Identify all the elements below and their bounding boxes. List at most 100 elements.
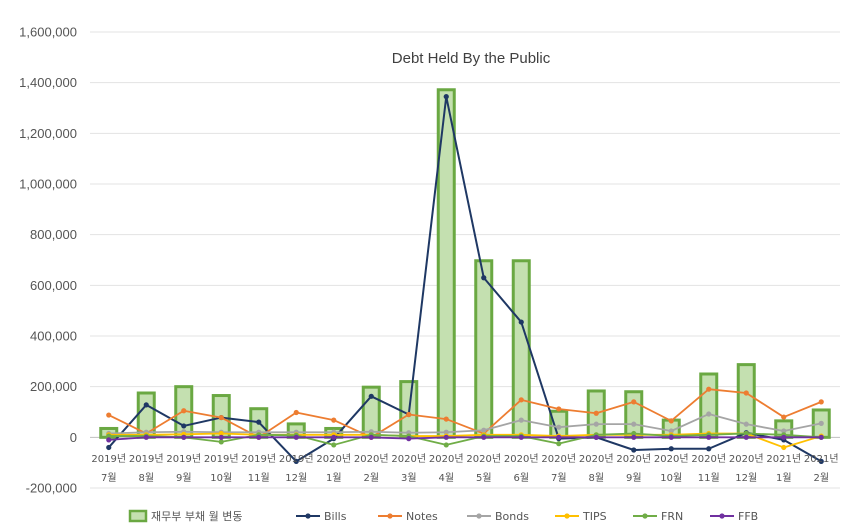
data-point-notes (518, 397, 524, 403)
data-point-ffb (143, 434, 149, 440)
y-axis-ticks: -200,000 0 200,000 400,000 600,000 800,000 1,0… (19, 25, 77, 496)
data-point-bonds (556, 424, 562, 430)
data-point-bills (106, 444, 112, 451)
data-point-notes (181, 408, 187, 414)
bar (511, 259, 531, 439)
data-point-notes (593, 410, 599, 416)
data-point-notes (443, 416, 449, 422)
data-point-ffb (481, 434, 487, 440)
data-point-tips (781, 444, 787, 451)
data-point-bills (256, 419, 262, 425)
data-point-notes (106, 412, 112, 418)
x-tick-label-month: 12월 (735, 472, 757, 484)
y-tick-label: 1,400,000 (19, 75, 77, 90)
y-tick-label: 400,000 (30, 329, 77, 344)
data-point-bonds (443, 429, 449, 435)
y-tick-label: -200,000 (26, 481, 77, 496)
x-tick-label-month: 9월 (626, 472, 642, 484)
series-line-notes (108, 388, 822, 439)
legend-swatch-marker (387, 513, 393, 519)
data-point-notes (218, 414, 224, 421)
bar-layer (99, 88, 831, 439)
data-point-ffb (256, 434, 262, 440)
data-point-frn (218, 439, 224, 445)
x-tick-label-month: 1월 (326, 472, 342, 484)
x-tick-label-month: 3월 (401, 472, 417, 484)
data-point-notes (706, 386, 712, 392)
x-tick-label-year: 2020년 (579, 453, 614, 465)
x-tick-label-year: 2020년 (316, 453, 351, 465)
x-tick-label-month: 9월 (176, 472, 192, 484)
x-tick-label-month: 2월 (813, 472, 829, 484)
x-tick-label-year: 2021년 (804, 453, 839, 465)
data-point-bills (481, 275, 487, 281)
legend-label: Bonds (495, 510, 529, 523)
data-point-ffb (556, 434, 562, 440)
x-tick-label-month: 7월 (551, 472, 567, 484)
x-tick-label-month: 10월 (660, 472, 682, 484)
legend-label: Bills (324, 510, 347, 523)
data-point-bills (818, 458, 824, 464)
x-tick-label-year: 2019년 (129, 453, 164, 465)
x-tick-label-month: 8월 (138, 472, 154, 484)
x-axis-ticks: 2019년 7월 2019년 8월 2019년 9월 2019년 10월 2019년 11월 201… (91, 453, 838, 484)
x-tick-label-year: 2020년 (616, 453, 651, 465)
data-point-ffb (743, 434, 749, 440)
data-point-notes (293, 409, 299, 416)
y-tick-label: 1,000,000 (19, 177, 77, 192)
data-point-notes (743, 390, 749, 396)
data-point-ffb (593, 434, 599, 440)
x-tick-label-year: 2020년 (391, 453, 426, 465)
y-tick-label: 600,000 (30, 278, 77, 293)
data-point-ffb (781, 434, 787, 440)
x-tick-label-year: 2020년 (729, 453, 764, 465)
data-point-bonds (743, 421, 749, 427)
x-tick-label-month: 10월 (210, 472, 232, 484)
series-line-tips (108, 432, 822, 449)
series-line-bills (107, 95, 822, 463)
legend-label: FRN (661, 510, 683, 523)
legend-swatch-marker (719, 513, 725, 519)
data-point-notes (406, 411, 412, 418)
data-point-bonds (706, 411, 712, 417)
x-tick-label-year: 2019년 (166, 453, 201, 465)
data-point-notes (556, 406, 562, 412)
x-tick-label-year: 2020년 (541, 453, 576, 465)
x-tick-label-year: 2020년 (691, 453, 726, 465)
data-point-notes (668, 418, 674, 424)
series-line-frn (108, 432, 822, 446)
data-point-bills (518, 319, 524, 325)
x-tick-label-month: 7월 (101, 472, 117, 484)
data-point-ffb (443, 434, 449, 440)
data-point-frn (331, 442, 337, 448)
data-point-frn (556, 441, 562, 447)
series-line-bonds (108, 413, 822, 435)
y-tick-label: 0 (70, 430, 77, 445)
data-point-notes (818, 399, 824, 405)
data-point-bonds (781, 428, 787, 434)
x-tick-label-month: 12월 (285, 472, 307, 484)
x-tick-label-month: 8월 (588, 472, 604, 484)
x-tick-label-year: 2020년 (354, 453, 389, 465)
legend-swatch-marker (564, 513, 570, 519)
data-point-ffb (631, 434, 637, 440)
data-point-bonds (631, 421, 637, 427)
data-point-bonds (818, 420, 824, 426)
legend-swatch-marker (476, 513, 482, 519)
legend-label: TIPS (582, 510, 607, 523)
data-point-notes (331, 417, 337, 423)
bar (474, 259, 494, 439)
x-tick-label-month: 2월 (363, 472, 379, 484)
data-point-ffb (406, 436, 412, 442)
legend: 재무부 부채 월 변동 Bills Notes Bonds TIPS FRN FFB (128, 509, 758, 523)
data-point-ffb (668, 434, 674, 440)
data-point-bonds (668, 428, 674, 434)
x-tick-label-month: 1월 (776, 472, 792, 484)
x-tick-label-year: 2019년 (91, 453, 126, 465)
x-tick-label-year: 2020년 (504, 453, 539, 465)
bar (699, 372, 719, 439)
x-tick-label-month: 11월 (698, 472, 720, 484)
legend-label: FFB (738, 510, 758, 523)
